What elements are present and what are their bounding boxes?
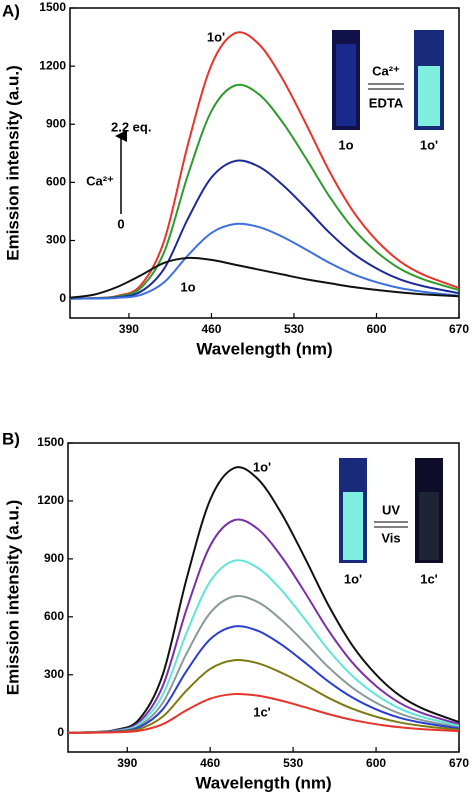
y-tick-label: 900 (44, 551, 64, 565)
annotation: Ca²⁺ (372, 63, 400, 78)
y-tick-label: 0 (57, 725, 64, 739)
x-tick-label: 600 (366, 322, 386, 336)
annotation: UV (382, 502, 400, 517)
y-axis-label: Emission intensity (a.u.) (3, 500, 22, 696)
panel-label: A) (2, 1, 20, 20)
x-tick-label: 670 (449, 322, 469, 336)
y-tick-label: 1500 (37, 435, 64, 449)
x-tick-label: 530 (283, 756, 303, 770)
x-tick-label: 530 (284, 322, 304, 336)
y-tick-label: 300 (46, 233, 66, 247)
y-tick-label: 900 (46, 116, 66, 130)
annotation: 1o' (420, 137, 438, 152)
annotation: 0 (117, 216, 124, 231)
plot-frame (67, 442, 460, 753)
panel-label: B) (2, 429, 20, 448)
x-tick-label: 390 (117, 756, 137, 770)
vial (336, 44, 356, 126)
spectrum-line (69, 256, 460, 299)
spectrum-line (67, 518, 460, 734)
y-tick-label: 0 (59, 291, 66, 305)
x-tick-label: 670 (449, 756, 469, 770)
y-tick-label: 1500 (39, 0, 66, 14)
x-axis-label: Wavelength (nm) (196, 339, 332, 358)
annotation: 1o (338, 137, 353, 152)
annotation: 1o' (253, 459, 271, 474)
x-tick-label: 460 (200, 756, 220, 770)
y-tick-label: 600 (46, 175, 66, 189)
x-tick-label: 460 (201, 322, 221, 336)
spectrum-line (69, 31, 460, 300)
y-axis-label: Emission intensity (a.u.) (3, 65, 22, 261)
annotation: 1o' (344, 571, 362, 586)
vial (419, 492, 439, 560)
annotation: Ca²⁺ (86, 173, 114, 188)
annotation: 1o (180, 279, 195, 294)
annotation: Vis (381, 530, 400, 545)
spectrum-line (67, 466, 460, 734)
spectrum-line (67, 692, 460, 734)
x-tick-label: 390 (119, 322, 139, 336)
vial (343, 492, 363, 560)
y-tick-label: 300 (44, 667, 64, 681)
spectrum-line (69, 159, 460, 300)
y-tick-label: 600 (44, 609, 64, 623)
vial (418, 66, 440, 126)
spectrum-line (69, 83, 460, 300)
x-tick-label: 600 (366, 756, 386, 770)
annotation: 1c' (420, 571, 438, 586)
annotation: 1c' (253, 704, 271, 719)
spectrum-line (69, 222, 460, 300)
annotation: 1o' (207, 29, 225, 44)
y-tick-label: 1200 (39, 58, 66, 72)
y-tick-label: 1200 (37, 493, 64, 507)
x-axis-label: Wavelength (nm) (195, 773, 331, 792)
annotation: 2.2 eq. (111, 119, 151, 134)
plot-frame (69, 7, 460, 319)
annotation: EDTA (369, 95, 404, 110)
